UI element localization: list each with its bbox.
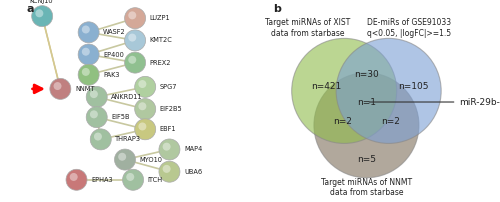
Text: EP400: EP400 [103,52,124,58]
Text: LUZP1: LUZP1 [150,15,171,21]
Text: n=2: n=2 [333,117,351,126]
Text: PREX2: PREX2 [150,60,171,66]
Text: SPG7: SPG7 [160,84,177,90]
Circle shape [128,34,136,42]
Circle shape [138,80,146,88]
Circle shape [159,139,180,160]
Circle shape [54,82,62,90]
Circle shape [118,153,126,161]
Circle shape [78,44,99,65]
Circle shape [159,161,180,182]
Circle shape [122,169,144,190]
Text: n=1: n=1 [357,98,376,106]
Circle shape [82,25,90,34]
Circle shape [78,64,99,85]
Circle shape [70,173,78,181]
Circle shape [162,143,170,151]
Text: PAK3: PAK3 [103,72,120,78]
Circle shape [36,9,44,17]
Circle shape [124,8,146,29]
Circle shape [114,149,136,170]
Circle shape [128,56,136,64]
Text: a: a [26,4,34,14]
Circle shape [50,78,71,99]
Circle shape [124,30,146,51]
Circle shape [32,6,52,27]
Circle shape [138,102,146,110]
Text: EIF2B5: EIF2B5 [160,106,182,112]
Circle shape [336,38,441,143]
Text: n=30: n=30 [354,70,379,79]
Text: b: b [274,4,281,14]
Circle shape [66,169,87,190]
Text: WASF2: WASF2 [103,29,126,35]
Circle shape [134,76,156,97]
Circle shape [94,133,102,141]
Circle shape [292,38,397,143]
Text: KMT2C: KMT2C [150,37,172,43]
Circle shape [124,52,146,73]
Circle shape [86,107,107,128]
Text: ITCH: ITCH [148,177,162,183]
Circle shape [82,68,90,76]
Text: NNMT: NNMT [75,86,94,92]
Circle shape [128,11,136,19]
Circle shape [314,73,419,178]
Text: ANKRD11: ANKRD11 [112,94,143,100]
Circle shape [86,86,107,107]
Text: EIF5B: EIF5B [112,114,130,120]
Text: KCNJ10: KCNJ10 [30,0,53,4]
Text: n=105: n=105 [398,82,428,91]
Circle shape [138,122,146,130]
Text: n=2: n=2 [381,117,400,126]
Text: THRAP3: THRAP3 [116,136,141,142]
Text: MAP4: MAP4 [184,146,203,153]
Circle shape [82,48,90,56]
Text: miR-29b-3p: miR-29b-3p [369,98,500,106]
Text: EPHA3: EPHA3 [91,177,112,183]
Text: DE-miRs of GSE91033
q<0.05, |logFC|>=1.5: DE-miRs of GSE91033 q<0.05, |logFC|>=1.5 [367,18,451,38]
Circle shape [90,90,98,98]
Circle shape [126,173,134,181]
Circle shape [78,22,99,43]
Text: n=5: n=5 [357,155,376,164]
Circle shape [90,129,112,150]
Text: Target miRNAs of NNMT
data from starbase: Target miRNAs of NNMT data from starbase [321,178,412,197]
Text: UBA6: UBA6 [184,169,202,175]
Text: n=421: n=421 [311,82,341,91]
Circle shape [90,110,98,118]
Circle shape [162,165,170,173]
Circle shape [134,99,156,120]
Circle shape [134,119,156,140]
Text: MYO10: MYO10 [140,157,162,163]
Text: EBF1: EBF1 [160,126,176,132]
Text: Target miRNAs of XIST
data from starbase: Target miRNAs of XIST data from starbase [265,18,350,38]
